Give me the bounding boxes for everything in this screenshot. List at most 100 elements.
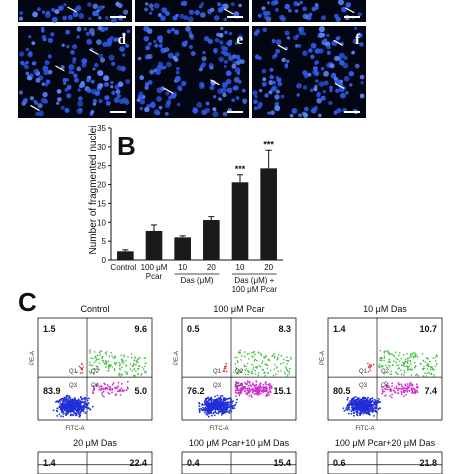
arrow-marker [89,48,99,55]
plot-frame [181,451,297,474]
flow-plot: Control Q1 Q2 Q3 Q4 FITC-A PE-A 1.5 9.6 83.9 5.0 [30,304,153,432]
x-tick-label: 100 μM [141,263,168,272]
quadrant-percentage: 1.4 [43,458,56,468]
quadrant-percentage: 1.5 [43,324,56,334]
arrow-marker [344,7,355,14]
y-tick-label: 0 [102,256,107,265]
tile-letter: e [236,32,243,48]
quadrant-name: Q1 [69,369,78,375]
panel-a-micrographs: d e f [18,0,366,118]
scale-bar [227,16,243,18]
scale-bar [227,111,243,113]
flow-plot-title: Control [80,304,109,314]
scale-bar [110,16,126,18]
flow-plot-title: 100 μM Pcar+10 μM Das [189,438,290,448]
flow-plot-title: 100 μM Pcar+20 μM Das [335,438,436,448]
quadrant-percentage: 22.4 [129,458,147,468]
quadrant-percentage: 0.4 [187,458,200,468]
quadrant-percentage: 7.4 [424,386,437,396]
y-tick-label: 20 [97,181,106,190]
x-axis-label: FITC-A [355,426,374,432]
y-axis-label: PE-A [30,351,36,365]
quadrant-name: Q3 [359,383,368,389]
scale-bar [344,111,360,113]
quadrant-percentage: 10.7 [419,324,437,334]
x-tick-label: 10 [236,263,245,272]
quadrant-name: Q1 [213,369,222,375]
bar [203,220,220,260]
quadrant-percentage: 1.4 [333,324,346,334]
micrograph-tile [135,0,249,23]
y-axis-title: Number of fragmented nuclei [88,126,99,255]
significance-mark: *** [235,164,246,174]
arrow-marker [210,79,220,86]
quadrant-name: Q3 [213,383,222,389]
x-tick-label: 20 [207,263,216,272]
flow-plot-title: 20 μM Das [73,438,117,448]
significance-mark: *** [263,139,274,149]
quadrant-percentage: 8.3 [278,324,291,334]
x-tick-label: Control [110,263,136,272]
quadrant-percentage: 21.8 [419,458,437,468]
quadrant-name: Q1 [359,369,368,375]
x-axis-label: FITC-A [209,426,228,432]
flow-plot: 10 μM Das Q1 Q2 Q3 Q4 FITC-A PE-A 1.4 10.7 80.5 7.… [320,304,443,432]
arrow-marker [334,82,345,89]
bar [145,230,163,260]
flow-plot: 20 μM Das 1.4 22.4 [37,438,153,474]
group-label: Das (μM) + [234,276,274,285]
flow-plot: 100 μM Pcar+10 μM Das 0.4 15.4 [181,438,297,474]
quadrant-percentage: 76.2 [187,386,205,396]
bar [174,237,191,260]
tile-letter: d [118,32,127,48]
bar [231,182,249,260]
micrograph-tile: d [18,25,132,118]
tile-letter: f [355,32,361,48]
scale-bar [110,111,126,113]
arrow-marker [223,8,234,15]
y-tick-label: 5 [102,237,107,246]
x-tick-label: 20 [264,263,273,272]
x-tick-label: Pcar [146,272,163,281]
plot-frame [327,451,443,474]
y-tick-label: 25 [97,162,106,171]
flow-plot-title: 100 μM Pcar [213,304,264,314]
group-label: 100 μM Pcar [232,285,278,294]
x-tick-label: 10 [178,263,187,272]
quadrant-percentage: 5.0 [134,386,147,396]
bar [260,168,277,260]
quadrant-name: Q4 [91,383,100,389]
flow-plot-title: 10 μM Das [363,304,407,314]
quadrant-percentage: 80.5 [333,386,351,396]
panel-c-flow-cytometry: C Control Q1 Q2 Q3 Q4 FITC-A PE-A 1.5 9.6 83.9 5.0… [18,287,443,474]
quadrant-name: Q2 [235,369,244,375]
quadrant-name: Q4 [235,383,244,389]
scale-bar [344,16,360,18]
micrograph-tile [18,0,132,23]
quadrant-name: Q2 [381,369,390,375]
quadrant-percentage: 15.1 [273,386,291,396]
y-tick-label: 10 [97,218,106,227]
micrograph-tile: e [135,25,249,118]
y-axis-label: PE-A [320,351,326,365]
group-label: Das (μM) [180,276,213,285]
quadrant-name: Q4 [381,383,390,389]
flow-plot: 100 μM Pcar Q1 Q2 Q3 Q4 FITC-A PE-A 0.5 8.3 76.2 1… [174,304,297,432]
arrow-marker [333,39,344,46]
quadrant-percentage: 0.5 [187,324,200,334]
x-axis-label: FITC-A [65,426,84,432]
plot-frame [181,317,297,421]
y-tick-label: 35 [97,124,106,133]
micrograph-tile: f [252,26,366,118]
y-tick-label: 30 [97,143,106,152]
quadrant-name: Q2 [91,369,100,375]
y-tick-label: 15 [97,199,106,208]
flow-plot: 100 μM Pcar+20 μM Das 0.6 21.8 [327,438,443,474]
arrow-marker [277,44,288,51]
micrograph-tile [252,0,366,22]
panel-c-label: C [18,287,37,317]
quadrant-name: Q3 [69,383,78,389]
panel-b-bar-chart: B Number of fragmented nuclei 0 5 10 15 20 25… [88,124,283,294]
arrow-marker [67,6,77,13]
